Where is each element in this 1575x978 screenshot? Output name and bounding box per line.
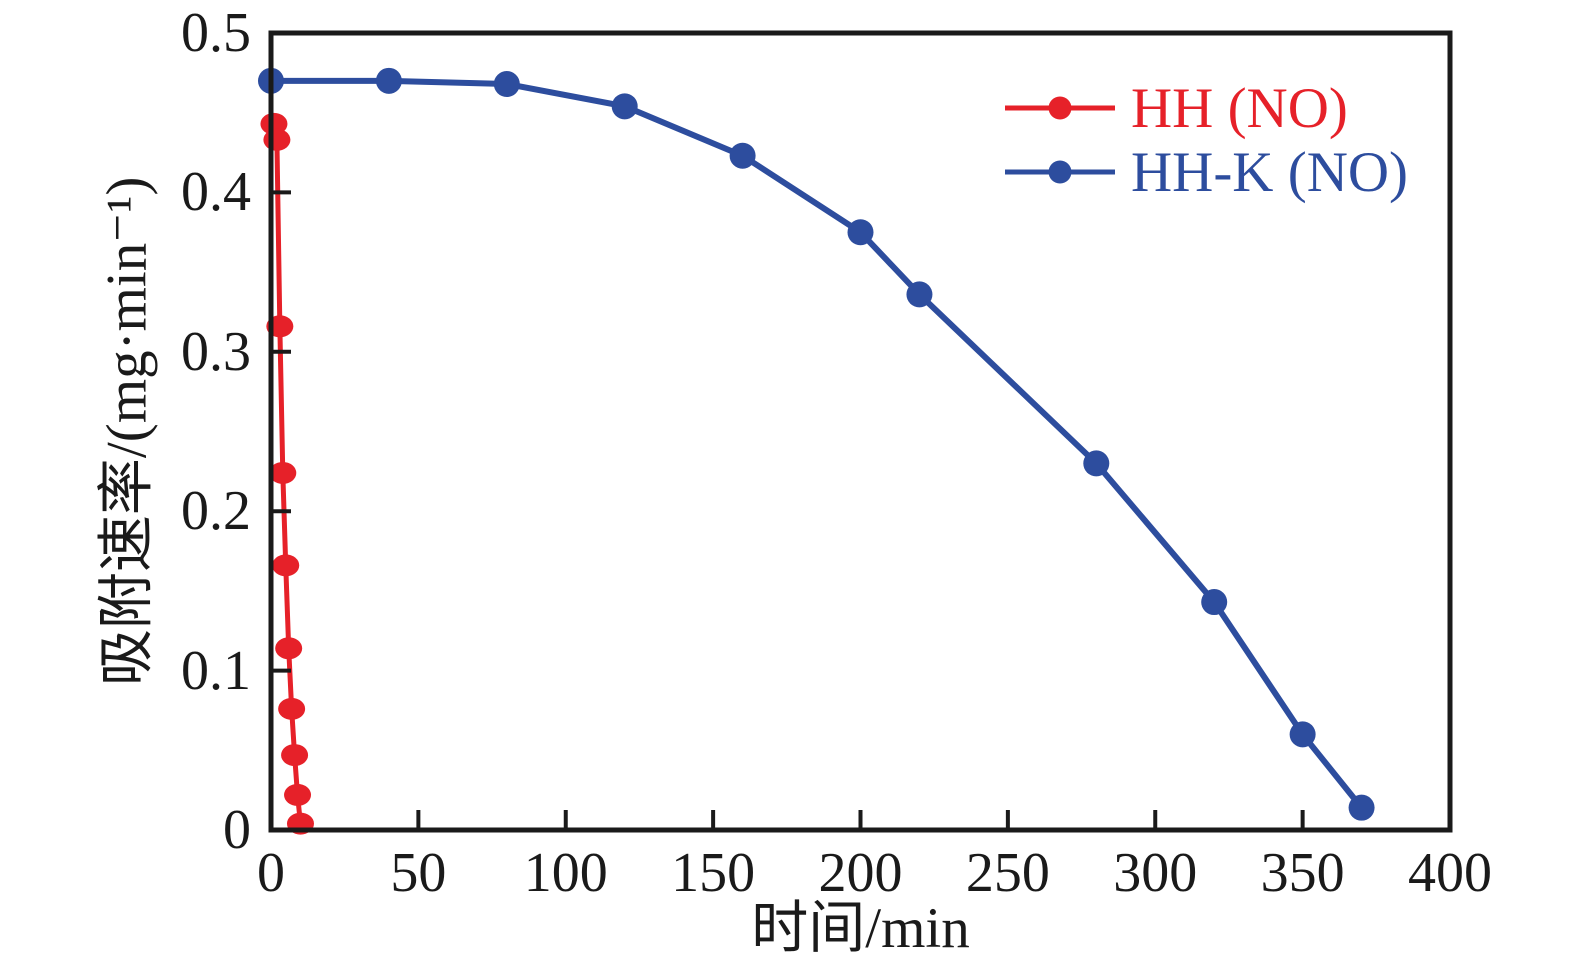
data-point-marker [1348, 794, 1375, 821]
data-point-marker [375, 67, 402, 94]
legend-item-hh-k-no: HH-K (NO) [1003, 140, 1409, 204]
data-point-marker [1289, 721, 1316, 748]
legend-item-hh-no: HH (NO) [1003, 76, 1408, 140]
legend-label-hh-no: HH (NO) [1131, 76, 1348, 140]
data-point-marker [906, 281, 933, 308]
y-tick-label: 0.2 [181, 480, 251, 543]
axes-frame [268, 30, 1453, 833]
x-tick-label: 300 [1113, 842, 1198, 904]
x-tick-label: 50 [390, 842, 447, 904]
data-point-marker [1201, 589, 1228, 616]
legend-marker-hh-no-icon [1005, 96, 1115, 120]
x-tick-label: 150 [671, 842, 756, 904]
legend-label-hh-k-no: HH-K (NO) [1131, 140, 1409, 204]
y-tick-label: 0 [223, 799, 251, 861]
data-point-marker [493, 71, 520, 98]
legend-marker-hh-k-no-icon [1005, 160, 1115, 184]
legend: HH (NO) HH-K (NO) [1003, 76, 1409, 204]
data-point-marker [263, 128, 291, 151]
data-point-marker [269, 461, 297, 484]
data-point-marker [278, 697, 306, 720]
data-point-marker [272, 554, 300, 577]
data-point-marker [611, 93, 638, 120]
data-point-marker [281, 744, 309, 767]
x-tick-label: 0 [257, 842, 285, 904]
y-tick-label: 0.5 [181, 2, 251, 64]
data-point-marker [729, 142, 756, 169]
data-point-marker [284, 783, 312, 806]
y-tick-label: 0.4 [181, 161, 251, 224]
x-tick-label: 250 [965, 842, 1050, 904]
data-point-marker [275, 637, 303, 660]
y-tick-label: 0.1 [181, 639, 251, 702]
x-tick-label: 350 [1260, 842, 1345, 904]
x-axis-label: 时间/min [751, 897, 970, 960]
x-tick-label: 200 [818, 842, 903, 904]
y-axis-label: 吸附速率/(mg·min⁻¹) [95, 176, 159, 687]
series-line-0 [271, 123, 303, 824]
data-point-marker [1083, 450, 1110, 477]
x-tick-label: 100 [523, 842, 608, 904]
x-tick-label: 400 [1408, 842, 1492, 904]
y-tick-label: 0.3 [181, 320, 251, 383]
data-point-marker [847, 219, 874, 246]
